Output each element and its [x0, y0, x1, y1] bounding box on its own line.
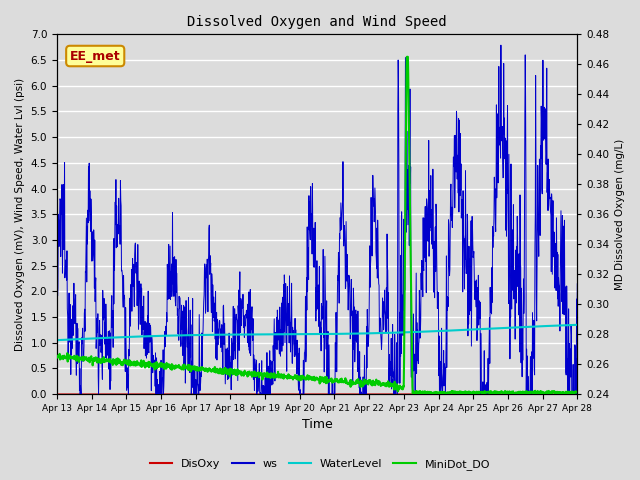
- Legend: DisOxy, ws, WaterLevel, MiniDot_DO: DisOxy, ws, WaterLevel, MiniDot_DO: [145, 455, 495, 474]
- Y-axis label: MD Dissolved Oxygen (mg/L): MD Dissolved Oxygen (mg/L): [615, 139, 625, 290]
- X-axis label: Time: Time: [301, 419, 332, 432]
- Y-axis label: Dissolved Oxygen (mV), Wind Speed, Water Lvl (psi): Dissolved Oxygen (mV), Wind Speed, Water…: [15, 78, 25, 351]
- Text: EE_met: EE_met: [70, 49, 120, 62]
- Title: Dissolved Oxygen and Wind Speed: Dissolved Oxygen and Wind Speed: [188, 15, 447, 29]
